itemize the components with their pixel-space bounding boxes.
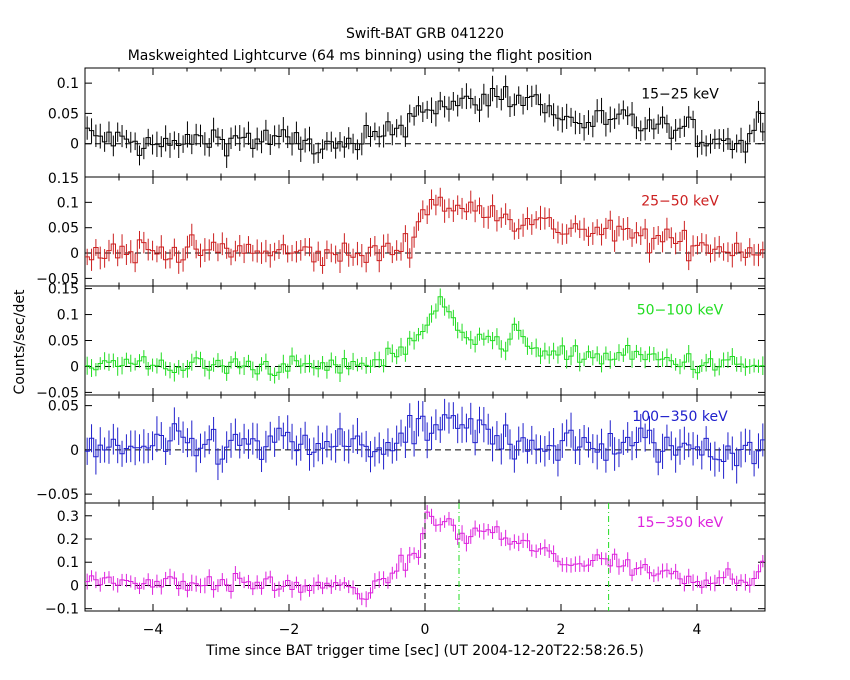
band-label: 15−350 keV xyxy=(637,515,724,531)
y-tick-label: 0 xyxy=(70,137,79,153)
panel-4: −0.1 0 0.1 0.2 0.3 15−350 keV xyxy=(45,502,766,618)
x-tick-label: 2 xyxy=(557,622,566,638)
panel-2: −0.05 0 0.05 0.1 0.15 50−100 keV xyxy=(36,282,766,401)
figure-title-line2: Maskweighted Lightcurve (64 ms binning) … xyxy=(128,48,593,64)
band-label: 50−100 keV xyxy=(637,302,724,318)
panel-1: −0.05 0 0.05 0.1 0.15 25−50 keV xyxy=(36,171,766,287)
x-axis-label: Time since BAT trigger time [sec] (UT 20… xyxy=(205,643,644,659)
x-tick-label: 0 xyxy=(421,622,430,638)
lightcurve-series xyxy=(85,414,765,467)
y-tick-label: 0.2 xyxy=(57,532,79,548)
y-tick-label: 0.1 xyxy=(57,555,79,571)
x-tick-label: 4 xyxy=(693,622,702,638)
panel-0: 0 0.05 0.1 15−25 keV xyxy=(48,67,766,178)
y-tick-label: 0 xyxy=(70,443,79,459)
figure-title-line1: Swift-BAT GRB 041220 xyxy=(346,26,504,42)
y-tick-label: 0.1 xyxy=(57,195,79,211)
band-label: 25−50 keV xyxy=(641,193,719,209)
y-tick-label: 0.1 xyxy=(57,76,79,92)
y-tick-label: 0.15 xyxy=(48,282,79,298)
y-axis-label: Counts/sec/det xyxy=(12,289,28,394)
y-tick-label: 0.1 xyxy=(57,308,79,324)
x-tick-label: −4 xyxy=(143,622,164,638)
y-tick-label: −0.05 xyxy=(36,385,79,401)
x-tick-label: −2 xyxy=(279,622,300,638)
y-tick-label: 0.05 xyxy=(48,106,79,122)
x-axis: −4 −2 0 2 4 xyxy=(143,622,702,638)
y-tick-label: 0 xyxy=(70,246,79,262)
lightcurve-series xyxy=(85,296,765,376)
y-tick-label: −0.1 xyxy=(45,602,79,618)
panels-group: 0 0.05 0.1 15−25 keV −0.05 0 0.05 0.1 0.15 25−50 … xyxy=(36,67,766,618)
panel-3: −0.05 0 0.05 100−350 keV xyxy=(36,394,766,504)
y-tick-label: 0 xyxy=(70,578,79,594)
band-label: 15−25 keV xyxy=(641,87,719,103)
y-tick-label: 0.05 xyxy=(48,399,79,415)
lightcurve-series xyxy=(85,196,765,266)
lightcurve-series xyxy=(85,86,765,157)
y-tick-label: 0 xyxy=(70,359,79,375)
y-tick-label: 0.3 xyxy=(57,509,79,525)
y-tick-label: 0.05 xyxy=(48,334,79,350)
y-tick-label: 0.05 xyxy=(48,221,79,237)
y-tick-label: 0.15 xyxy=(48,171,79,187)
y-tick-label: −0.05 xyxy=(36,271,79,287)
band-label: 100−350 keV xyxy=(632,409,728,425)
y-tick-label: −0.05 xyxy=(36,487,79,503)
